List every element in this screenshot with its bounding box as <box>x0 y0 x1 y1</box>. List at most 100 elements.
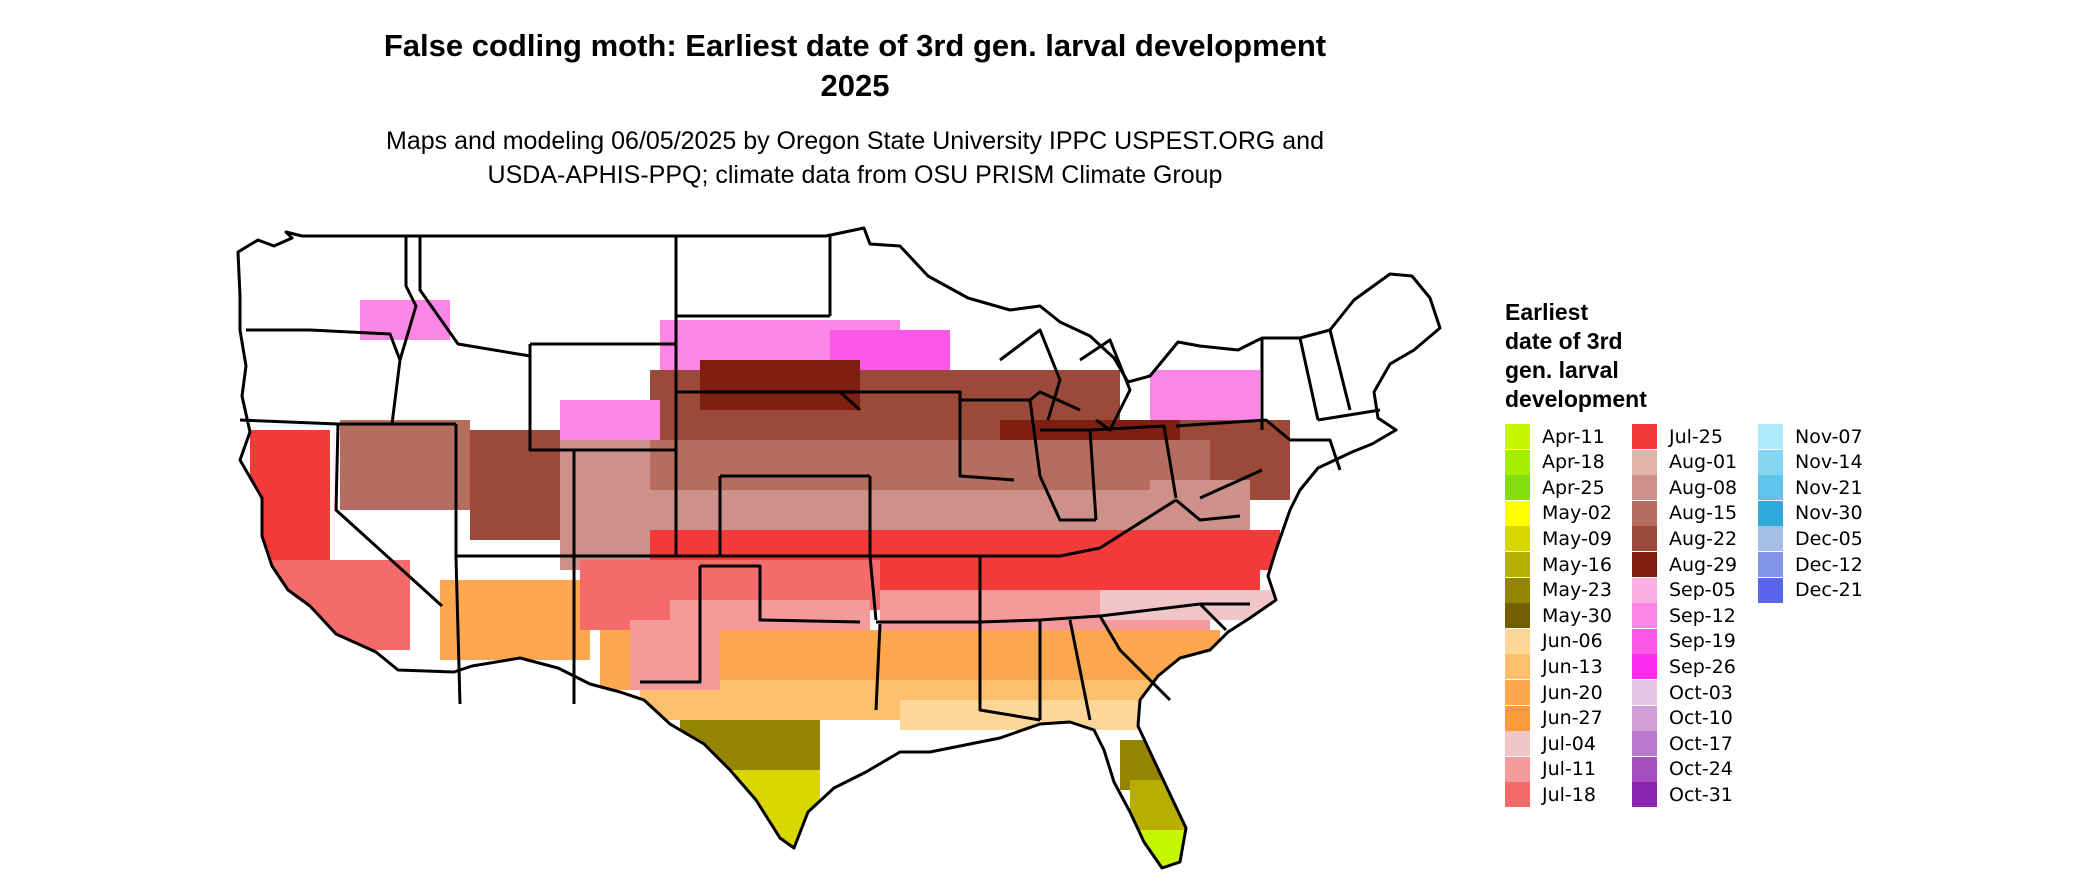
legend-label: Jun-20 <box>1542 681 1603 704</box>
legend-label: Jun-13 <box>1542 655 1603 678</box>
legend-label: May-16 <box>1542 553 1612 576</box>
legend-entry: Jun-06 <box>1505 628 1603 654</box>
legend-swatch <box>1758 577 1783 603</box>
map-title: False codling moth: Earliest date of 3rd… <box>300 26 1410 106</box>
legend-entry: May-23 <box>1505 577 1612 603</box>
legend-entry: Oct-10 <box>1632 705 1733 731</box>
legend-entry: Jul-25 <box>1632 424 1723 449</box>
legend-swatch <box>1632 475 1657 501</box>
legend-swatch <box>1632 680 1657 705</box>
legend-entry: Sep-26 <box>1632 654 1736 680</box>
legend-swatch <box>1505 628 1530 654</box>
legend-swatch <box>1505 526 1530 552</box>
legend-entry: Apr-25 <box>1505 475 1605 501</box>
legend-title-line: development <box>1505 386 1647 412</box>
legend-entry: Jul-04 <box>1505 731 1596 757</box>
legend-label: Jul-18 <box>1542 783 1596 806</box>
legend-label: Apr-25 <box>1542 476 1605 499</box>
legend-entry: Oct-31 <box>1632 782 1733 808</box>
legend-entry: Apr-11 <box>1505 424 1605 449</box>
legend-swatch <box>1632 577 1657 603</box>
legend-label: Jul-04 <box>1542 732 1596 755</box>
legend-label: Nov-14 <box>1795 451 1863 474</box>
legend-entry: Jun-13 <box>1505 654 1603 680</box>
legend-entry: Aug-08 <box>1632 475 1737 501</box>
legend-swatch <box>1505 654 1530 680</box>
legend-label: Oct-24 <box>1669 758 1733 781</box>
legend-label: Sep-05 <box>1669 579 1736 602</box>
legend-swatch <box>1632 756 1657 782</box>
legend-title: Earliest date of 3rd gen. larval develop… <box>1505 298 1725 414</box>
legend-label: Oct-31 <box>1669 783 1733 806</box>
legend-label: Sep-19 <box>1669 630 1736 653</box>
legend-swatch <box>1505 424 1530 449</box>
legend-label: Oct-03 <box>1669 681 1733 704</box>
legend-entry: Sep-12 <box>1632 603 1736 629</box>
legend-swatch <box>1632 628 1657 654</box>
legend-entry: Nov-30 <box>1758 500 1863 526</box>
legend-swatch <box>1505 552 1530 577</box>
map-subtitle: Maps and modeling 06/05/2025 by Oregon S… <box>300 124 1410 192</box>
legend-swatch <box>1632 500 1657 526</box>
legend-label: May-02 <box>1542 502 1612 525</box>
legend-entry: May-02 <box>1505 500 1612 526</box>
legend-label: Aug-15 <box>1669 502 1738 525</box>
legend-swatch <box>1632 654 1657 680</box>
legend-swatch <box>1505 782 1530 808</box>
legend-swatch <box>1758 424 1783 449</box>
legend-swatch <box>1505 705 1530 731</box>
legend-label: Jul-25 <box>1669 425 1723 448</box>
legend-entry: Jul-11 <box>1505 756 1596 782</box>
legend-label: Apr-18 <box>1542 451 1605 474</box>
legend-entry: May-16 <box>1505 552 1612 577</box>
legend-entry: Oct-03 <box>1632 680 1733 705</box>
legend-swatch <box>1505 603 1530 629</box>
legend-swatch <box>1632 526 1657 552</box>
legend-entry: May-09 <box>1505 526 1612 552</box>
legend-swatch <box>1632 424 1657 449</box>
legend-entry: Nov-14 <box>1758 449 1863 475</box>
legend-swatch <box>1505 731 1530 757</box>
legend-title-line: Earliest <box>1505 299 1589 325</box>
legend-entry: Nov-07 <box>1758 424 1863 449</box>
legend-title-line: gen. larval <box>1505 357 1619 383</box>
legend-entry: Jul-18 <box>1505 782 1596 808</box>
legend-entry: Jun-20 <box>1505 680 1603 705</box>
legend-swatch <box>1758 475 1783 501</box>
legend-label: Nov-30 <box>1795 502 1863 525</box>
legend-swatch <box>1505 577 1530 603</box>
legend-label: Apr-11 <box>1542 425 1605 448</box>
legend-swatch <box>1632 782 1657 808</box>
us-map <box>236 226 1442 870</box>
legend-swatch <box>1758 500 1783 526</box>
legend-swatch <box>1632 552 1657 577</box>
legend-label: May-09 <box>1542 527 1612 550</box>
legend-swatch <box>1632 603 1657 629</box>
legend-swatch <box>1758 526 1783 552</box>
legend-label: Sep-26 <box>1669 655 1736 678</box>
legend-label: Sep-12 <box>1669 604 1736 627</box>
legend-label: Jun-06 <box>1542 630 1603 653</box>
map-subtitle-line-1: Maps and modeling 06/05/2025 by Oregon S… <box>386 127 1324 155</box>
legend-title-line: date of 3rd <box>1505 328 1623 354</box>
state-boundaries <box>236 226 1442 870</box>
legend-entry: Aug-01 <box>1632 449 1737 475</box>
legend-entry: Jun-27 <box>1505 705 1603 731</box>
legend-entry: Dec-12 <box>1758 552 1863 577</box>
legend-swatch <box>1505 680 1530 705</box>
legend-entry: Sep-05 <box>1632 577 1736 603</box>
legend-swatch <box>1632 731 1657 757</box>
legend-entry: Aug-15 <box>1632 500 1738 526</box>
legend-swatch <box>1505 756 1530 782</box>
legend-label: Dec-21 <box>1795 579 1863 602</box>
legend-entry: Dec-05 <box>1758 526 1863 552</box>
legend-label: Aug-29 <box>1669 553 1738 576</box>
map-title-line-2: 2025 <box>820 68 890 103</box>
legend-entry: May-30 <box>1505 603 1612 629</box>
legend-label: Dec-12 <box>1795 553 1863 576</box>
legend-swatch <box>1632 705 1657 731</box>
legend-label: Oct-17 <box>1669 732 1733 755</box>
map-subtitle-line-2: USDA-APHIS-PPQ; climate data from OSU PR… <box>487 161 1223 189</box>
legend-entry: Aug-22 <box>1632 526 1737 552</box>
legend-entry: Aug-29 <box>1632 552 1737 577</box>
